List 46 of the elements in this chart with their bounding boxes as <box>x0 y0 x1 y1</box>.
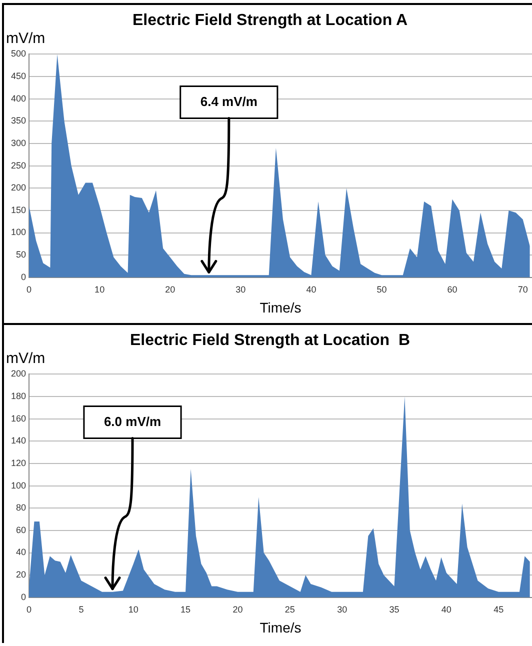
x-tick-label: 50 <box>376 284 387 294</box>
x-tick-label: 10 <box>128 604 138 614</box>
y-tick-label: 400 <box>10 93 26 104</box>
y-tick-label: 150 <box>10 204 26 215</box>
x-tick-label: 20 <box>232 604 243 614</box>
y-tick-label: 250 <box>10 160 26 170</box>
chart-title: Electric Field Strength at Location A <box>132 12 408 30</box>
x-tick-label: 15 <box>180 604 191 614</box>
y-tick-label: 100 <box>10 480 26 490</box>
y-tick-label: 500 <box>10 48 26 59</box>
x-tick-label: 70 <box>518 284 528 294</box>
y-tick-label: 300 <box>10 138 26 148</box>
annotation: 6.4 mV/m <box>200 94 258 109</box>
y-tick-label: 0 <box>21 592 26 602</box>
x-tick-label: 20 <box>165 284 176 294</box>
x-axis-title: Time/s <box>260 619 302 636</box>
x-tick-label: 25 <box>284 604 295 614</box>
y-tick-label: 120 <box>10 458 26 468</box>
y-tick-label: 20 <box>16 570 26 580</box>
y-tick-label: 180 <box>10 391 26 402</box>
y-tick-label: 60 <box>16 524 26 535</box>
x-tick-label: 45 <box>494 604 504 614</box>
x-tick-label: 40 <box>441 604 452 614</box>
chart-title: Electric Field Strength at Location B <box>130 332 410 350</box>
y-tick-label: 160 <box>10 413 26 424</box>
x-tick-label: 5 <box>78 604 84 614</box>
x-tick-label: 35 <box>389 604 400 614</box>
y-tick-label: 140 <box>10 436 26 446</box>
y-tick-label: 200 <box>10 182 26 193</box>
y-tick-label: 350 <box>10 116 26 126</box>
y-tick-label: 100 <box>10 227 26 238</box>
x-tick-label: 10 <box>94 284 105 294</box>
x-tick-label: 30 <box>236 284 246 294</box>
x-tick-label: 60 <box>447 284 458 294</box>
annotation: 6.0 mV/m <box>104 414 162 429</box>
y-tick-label: 0 <box>21 272 26 282</box>
y-tick-label: 80 <box>16 502 26 513</box>
y-tick-label: 40 <box>16 547 26 558</box>
x-tick-label: 40 <box>306 284 316 294</box>
x-axis-title: Time/s <box>260 299 302 316</box>
x-tick-label: 30 <box>337 604 348 614</box>
y-tick-label: 450 <box>10 71 26 82</box>
y-axis-title: mV/m <box>6 30 46 47</box>
y-tick-label: 50 <box>16 250 26 260</box>
y-axis-title: mV/m <box>6 350 46 367</box>
y-tick-label: 200 <box>10 368 26 379</box>
